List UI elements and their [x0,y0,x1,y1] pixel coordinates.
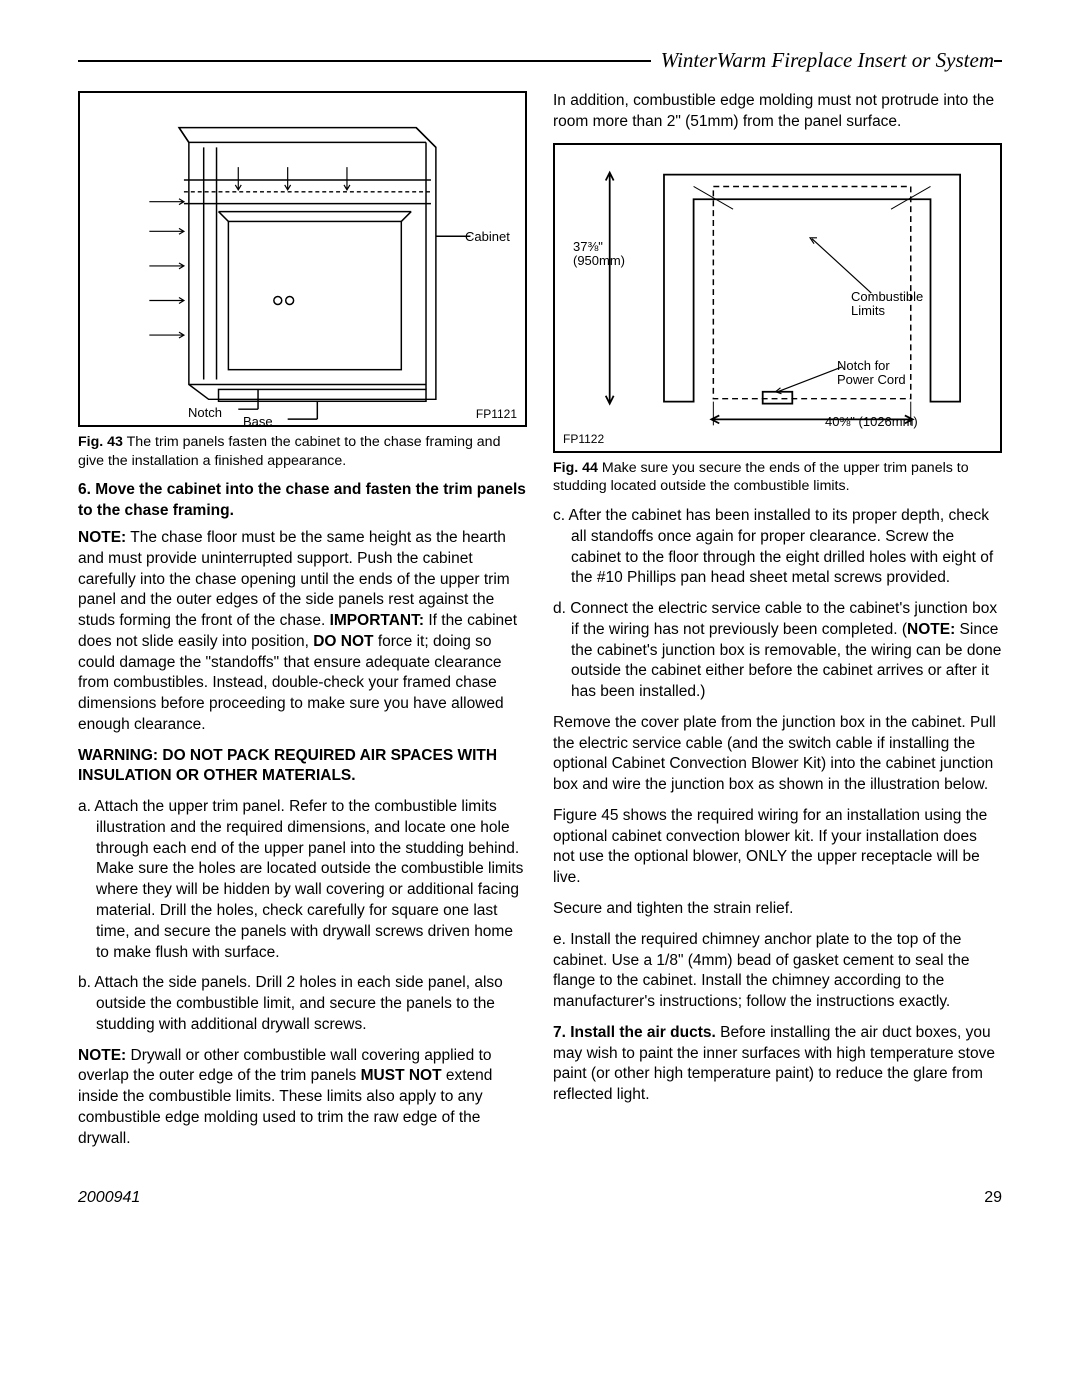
note-drywall: NOTE: Drywall or other combustible wall … [78,1046,527,1150]
figure-43-svg [80,93,525,425]
step6-item-b: b. Attach the side panels. Drill 2 holes… [96,973,527,1035]
fig44-cap-num: Fig. 44 [553,460,598,476]
li-d-note: NOTE: [907,621,955,638]
step6-item-d: d. Connect the electric service cable to… [571,599,1002,703]
step-7: 7. Install the air ducts. Before install… [553,1023,1002,1106]
note-chase-floor: NOTE: The chase floor must be the same h… [78,528,527,736]
fig44-label-destination: 40⅜" (1026mm) [825,415,918,429]
figure-44-svg [555,145,1000,451]
strain-relief-p3: Secure and tighten the strain relief. [553,899,1002,920]
fig43-caption-text: The trim panels fasten the cabinet to th… [78,434,500,469]
fig43-label-base: Base [243,415,273,429]
fig44-label-height: 37⅜" (950mm) [573,240,625,269]
header-line [78,60,651,62]
warning-air-spaces: WARNING: DO NOT PACK REQUIRED AIR SPACES… [78,746,527,788]
step6-list-cd: c. After the cabinet has been installed … [553,506,1002,703]
item-e: e. Install the required chimney anchor p… [553,930,1002,1013]
figure-43: Cabinet Notch Base FP1121 [78,91,527,427]
header-rule: WinterWarm Fireplace Insert or System [78,48,1002,73]
note2-label: NOTE: [78,1047,126,1064]
step-6-heading: 6. Move the cabinet into the chase and f… [78,480,527,522]
fig43-caption-num: Fig. 43 [78,434,123,450]
fig43-code: FP1121 [476,408,517,421]
junction-box-p1: Remove the cover plate from the junction… [553,713,1002,796]
note-label: NOTE: [78,529,126,546]
header-line-end [994,60,1002,62]
page-title: WinterWarm Fireplace Insert or System [651,48,994,73]
fig44-label-notch: Notch for Power Cord [837,359,906,388]
fig44-cap-text: Make sure you secure the ends of the upp… [553,460,969,495]
wiring-p2: Figure 45 shows the required wiring for … [553,806,1002,889]
right-column: In addition, combustible edge molding mu… [553,91,1002,1159]
page-number: 29 [984,1189,1002,1207]
fig43-label-notch: Notch [188,406,222,420]
important-label: IMPORTANT: [330,612,424,629]
fig43-label-cabinet: Cabinet [465,230,510,244]
step6-item-a: a. Attach the upper trim panel. Refer to… [96,797,527,963]
fig44-label-combustible: Combustible Limits [851,290,923,319]
fig43-caption: Fig. 43 The trim panels fasten the cabin… [78,433,527,470]
step6-item-c: c. After the cabinet has been installed … [571,506,1002,589]
doc-number: 2000941 [78,1189,140,1207]
page-footer: 2000941 29 [78,1189,1002,1207]
step6-list: a. Attach the upper trim panel. Refer to… [78,797,527,1035]
donot-label: DO NOT [313,633,373,650]
left-column: Cabinet Notch Base FP1121 Fig. 43 The tr… [78,91,527,1159]
code-fig44: FP1122 [563,433,604,446]
fig44-caption: Fig. 44 Make sure you secure the ends of… [553,459,1002,496]
intro-molding: In addition, combustible edge molding mu… [553,91,1002,133]
two-column-layout: Cabinet Notch Base FP1121 Fig. 43 The tr… [78,91,1002,1159]
figure-44: 37⅜" (950mm) Combustible Limits Notch fo… [553,143,1002,453]
step7-head: 7. Install the air ducts. [553,1024,716,1041]
mustnot-label: MUST NOT [361,1067,442,1084]
